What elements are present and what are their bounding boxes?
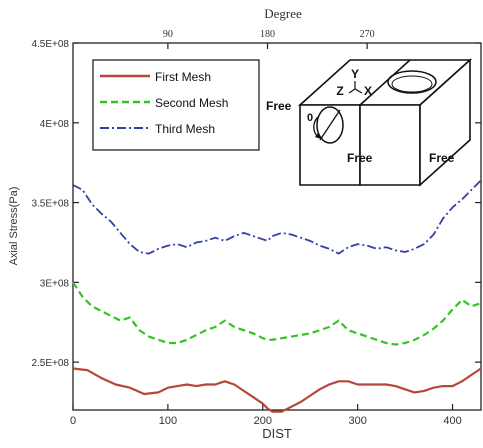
- x-tick-label: 300: [348, 415, 366, 427]
- y-axis-title: Axial Stress(Pa): [8, 187, 20, 266]
- free-label-left: Free: [266, 99, 292, 113]
- cube-top-divider: [359, 59, 411, 106]
- cube-front-circle: [316, 106, 344, 144]
- x-tick-label: 200: [254, 415, 272, 427]
- inset-cube-diagram: Y Z X 0 Free Free Free: [266, 58, 473, 187]
- x-tick-label: 400: [443, 415, 461, 427]
- top-tick-label: 90: [163, 29, 173, 40]
- free-label-middle: Free: [347, 151, 373, 165]
- series-line-first-mesh: [72, 367, 482, 413]
- legend-label-second-mesh: Second Mesh: [155, 96, 228, 110]
- series-line-second-mesh: [72, 281, 482, 346]
- cube-front-right-face: [359, 104, 421, 186]
- y-axis-ticks: 2.5E+08 3E+08 3.5E+08 4E+08 4.5E+08: [31, 39, 481, 369]
- legend-box: [92, 59, 260, 151]
- top-axis-ticks: 90 180 270: [163, 29, 375, 49]
- legend: First Mesh Second Mesh Third Mesh: [92, 59, 260, 151]
- y-tick-label: 3.5E+08: [31, 199, 69, 210]
- cube-top-hole-inner: [391, 75, 433, 93]
- x-axis-title: DIST: [262, 426, 292, 441]
- axis-x-label: X: [364, 84, 372, 98]
- y-tick-label: 2.5E+08: [31, 358, 69, 369]
- y-tick-label: 4E+08: [40, 119, 70, 130]
- top-tick-label: 180: [260, 29, 275, 40]
- legend-label-first-mesh: First Mesh: [155, 70, 211, 84]
- rotation-arrowhead-icon: [315, 133, 321, 139]
- cube-side-face: [419, 58, 471, 187]
- series-line-third-mesh: [72, 179, 482, 255]
- axis-x-stem: [354, 88, 363, 94]
- axis-z-label: Z: [336, 84, 343, 98]
- series-layer: [72, 179, 482, 413]
- origin-label: 0: [307, 112, 313, 124]
- cube-front-circle-diagonal: [319, 109, 341, 141]
- cube-top-hole-outer: [387, 70, 437, 94]
- y-tick-label: 3E+08: [40, 278, 70, 289]
- axis-z-stem: [348, 88, 356, 94]
- top-axis-title: Degree: [264, 6, 302, 21]
- y-tick-label: 4.5E+08: [31, 39, 69, 50]
- axis-y-label: Y: [351, 67, 359, 81]
- x-tick-label: 0: [70, 415, 76, 427]
- top-tick-label: 270: [360, 29, 375, 40]
- legend-label-third-mesh: Third Mesh: [155, 122, 215, 136]
- free-label-right: Free: [429, 151, 455, 165]
- x-axis-ticks: 0 100 200 300 400: [70, 404, 462, 427]
- x-tick-label: 100: [159, 415, 177, 427]
